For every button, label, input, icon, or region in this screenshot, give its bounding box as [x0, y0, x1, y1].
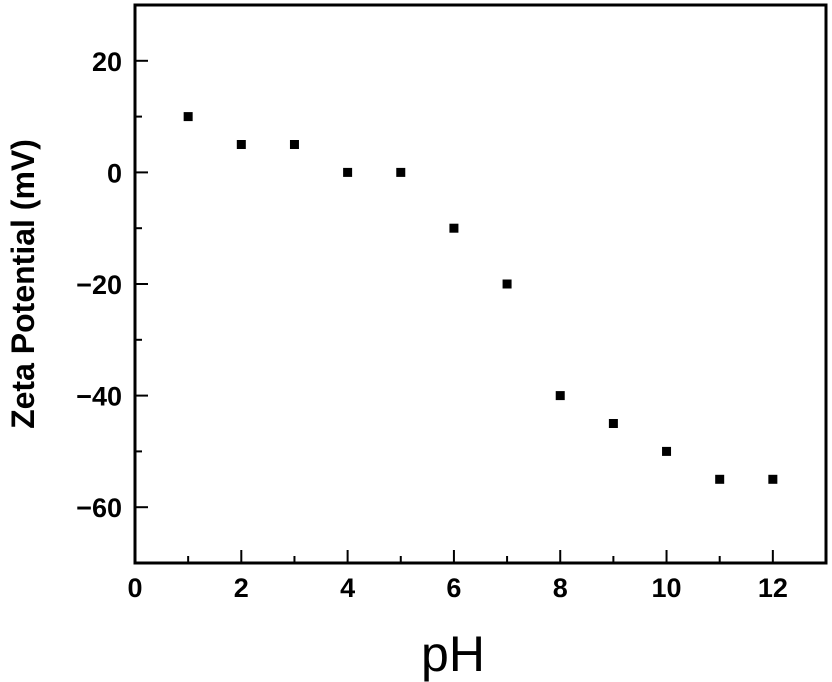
data-point: [662, 446, 672, 456]
data-point: [768, 474, 778, 484]
x-tick-label: 4: [340, 573, 355, 603]
x-tick-label: 10: [652, 573, 682, 603]
data-points: [183, 112, 778, 484]
x-tick-label: 2: [234, 573, 249, 603]
axis-ticks: [134, 4, 827, 564]
x-tick-label: 6: [446, 573, 461, 603]
data-point: [289, 140, 299, 149]
y-tick-label: −40: [76, 382, 122, 412]
x-tick-label: 0: [127, 573, 142, 603]
data-point: [555, 391, 565, 401]
y-tick-label: 0: [107, 158, 122, 188]
x-tick-label: 12: [758, 573, 788, 603]
data-point: [715, 474, 725, 484]
data-point: [608, 419, 618, 428]
y-tick-label: −20: [76, 270, 122, 300]
data-point: [236, 140, 246, 149]
data-point: [183, 112, 193, 122]
y-axis-title: Zeta Potential (mV): [5, 139, 41, 429]
data-point: [502, 279, 512, 289]
y-tick-label: −60: [76, 493, 122, 523]
y-tick-label: 20: [92, 47, 122, 77]
tick-labels: 0 2 4 6 8 10 12 20 0 −20 −40 −60: [76, 47, 788, 603]
x-axis-title: pH: [421, 626, 485, 682]
data-point: [396, 167, 406, 177]
data-point: [449, 223, 459, 233]
data-point: [343, 167, 353, 177]
x-tick-label: 8: [553, 573, 568, 603]
